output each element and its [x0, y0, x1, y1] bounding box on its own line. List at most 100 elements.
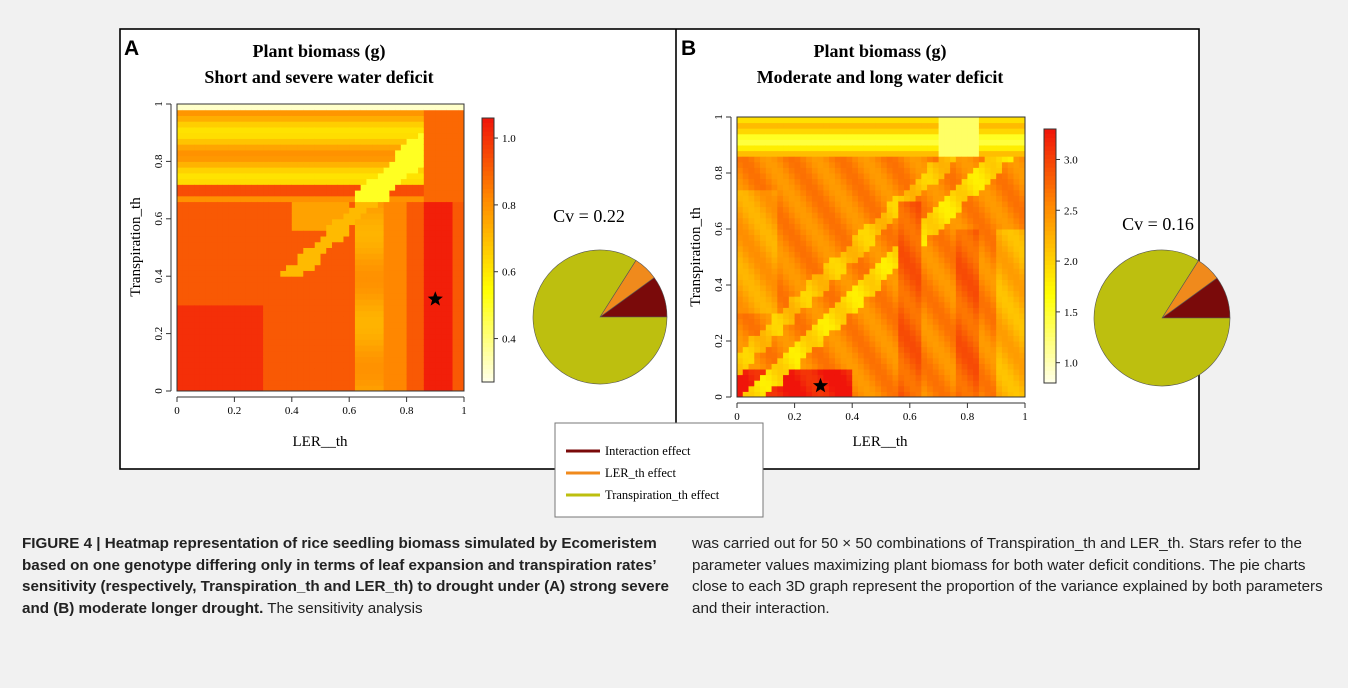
heatmap-cell	[297, 224, 304, 231]
heatmap-cell	[199, 201, 207, 208]
heatmap-cell	[291, 270, 299, 277]
heatmap-cell	[274, 230, 281, 237]
heatmap-cell	[760, 117, 767, 124]
heatmap-cell	[944, 173, 951, 180]
heatmap-cell	[452, 126, 459, 134]
heatmap-cell	[349, 276, 356, 283]
heatmap-cell	[366, 327, 373, 335]
heatmap-cell	[435, 345, 442, 352]
heatmap-cell	[754, 273, 761, 280]
heatmap-cell	[177, 339, 184, 346]
heatmap-cell	[389, 104, 396, 111]
heatmap-cell	[423, 264, 431, 271]
heatmap-cell	[857, 128, 865, 135]
heatmap-cell	[291, 121, 299, 128]
heatmap-cell	[377, 213, 385, 220]
heatmap-cell	[257, 126, 264, 134]
heatmap-cell	[817, 335, 824, 342]
heatmap-cell	[921, 363, 928, 370]
heatmap-cell	[927, 262, 934, 269]
heatmap-cell	[898, 357, 905, 364]
heatmap-cell	[788, 240, 796, 247]
heatmap-cell	[737, 156, 744, 163]
heatmap-cell	[423, 333, 431, 340]
heatmap-cell	[823, 296, 830, 303]
heatmap-cell	[938, 223, 945, 230]
heatmap-cell	[765, 341, 773, 348]
heatmap-cell	[423, 126, 431, 134]
heatmap-cell	[458, 356, 465, 363]
heatmap-cell	[429, 385, 436, 392]
heatmap-cell	[435, 155, 442, 162]
heatmap-cell	[228, 356, 235, 363]
heatmap-cell	[737, 251, 744, 258]
heatmap-cell	[251, 345, 258, 352]
heatmap-cell	[909, 369, 917, 376]
heatmap-cell	[794, 363, 801, 370]
heatmap-cell	[794, 139, 801, 146]
heatmap-cell	[754, 329, 761, 336]
heatmap-cell	[435, 304, 442, 312]
heatmap-cell	[742, 318, 750, 325]
heatmap-cell	[938, 195, 945, 202]
heatmap-cell	[777, 128, 784, 135]
heatmap-cell	[389, 121, 396, 128]
heatmap-cell	[846, 117, 853, 124]
heatmap-cell	[188, 236, 195, 243]
heatmap-cell	[441, 213, 448, 220]
heatmap-cell	[263, 178, 270, 185]
heatmap-cell	[194, 322, 201, 329]
heatmap-cell	[800, 268, 807, 275]
heatmap-cell	[188, 241, 195, 248]
heatmap-cell	[377, 276, 385, 283]
heatmap-cell	[228, 138, 235, 145]
heatmap-cell	[737, 229, 744, 236]
heatmap-cell	[234, 178, 241, 185]
heatmap-cell	[944, 346, 951, 353]
heatmap-cell	[742, 346, 750, 353]
heatmap-cell	[372, 144, 379, 151]
heatmap-cell	[418, 218, 425, 226]
heatmap-cell	[205, 264, 212, 271]
heatmap-cell	[800, 178, 807, 185]
heatmap-cell	[921, 206, 928, 213]
heatmap-cell	[748, 229, 755, 236]
heatmap-cell	[349, 115, 356, 122]
heatmap-cell	[932, 128, 940, 135]
heatmap-cell	[188, 264, 195, 271]
heatmap-cell	[823, 341, 830, 348]
heatmap-cell	[360, 236, 367, 243]
heatmap-cell	[263, 230, 270, 237]
heatmap-cell	[771, 324, 778, 331]
heatmap-cell	[222, 126, 230, 134]
heatmap-cell	[846, 285, 853, 292]
heatmap-cell	[280, 264, 287, 271]
heatmap-cell	[748, 352, 755, 359]
heatmap-cell	[967, 285, 974, 292]
heatmap-cell	[286, 276, 293, 283]
heatmap-cell	[863, 161, 870, 168]
heatmap-cell	[280, 172, 287, 180]
heatmap-cell	[251, 230, 258, 237]
heatmap-cell	[955, 161, 963, 168]
heatmap-cell	[950, 156, 957, 163]
heatmap-cell	[788, 139, 796, 146]
heatmap-cell	[199, 247, 207, 254]
heatmap-cell	[748, 301, 755, 308]
heatmap-cell	[257, 132, 264, 139]
heatmap-cell	[251, 104, 258, 111]
heatmap-cell	[452, 281, 459, 289]
heatmap-cell	[892, 139, 899, 146]
heatmap-cell	[194, 264, 201, 271]
heatmap-cell	[286, 362, 293, 369]
heatmap-cell	[418, 172, 425, 180]
heatmap-cell	[274, 356, 281, 363]
heatmap-cell	[291, 264, 299, 271]
heatmap-cell	[257, 333, 264, 340]
heatmap-cell	[452, 247, 459, 254]
heatmap-cell	[811, 212, 819, 219]
heatmap-cell	[441, 253, 448, 260]
heatmap-cell	[395, 258, 402, 266]
heatmap-cell	[372, 218, 379, 226]
heatmap-cell	[372, 230, 379, 237]
